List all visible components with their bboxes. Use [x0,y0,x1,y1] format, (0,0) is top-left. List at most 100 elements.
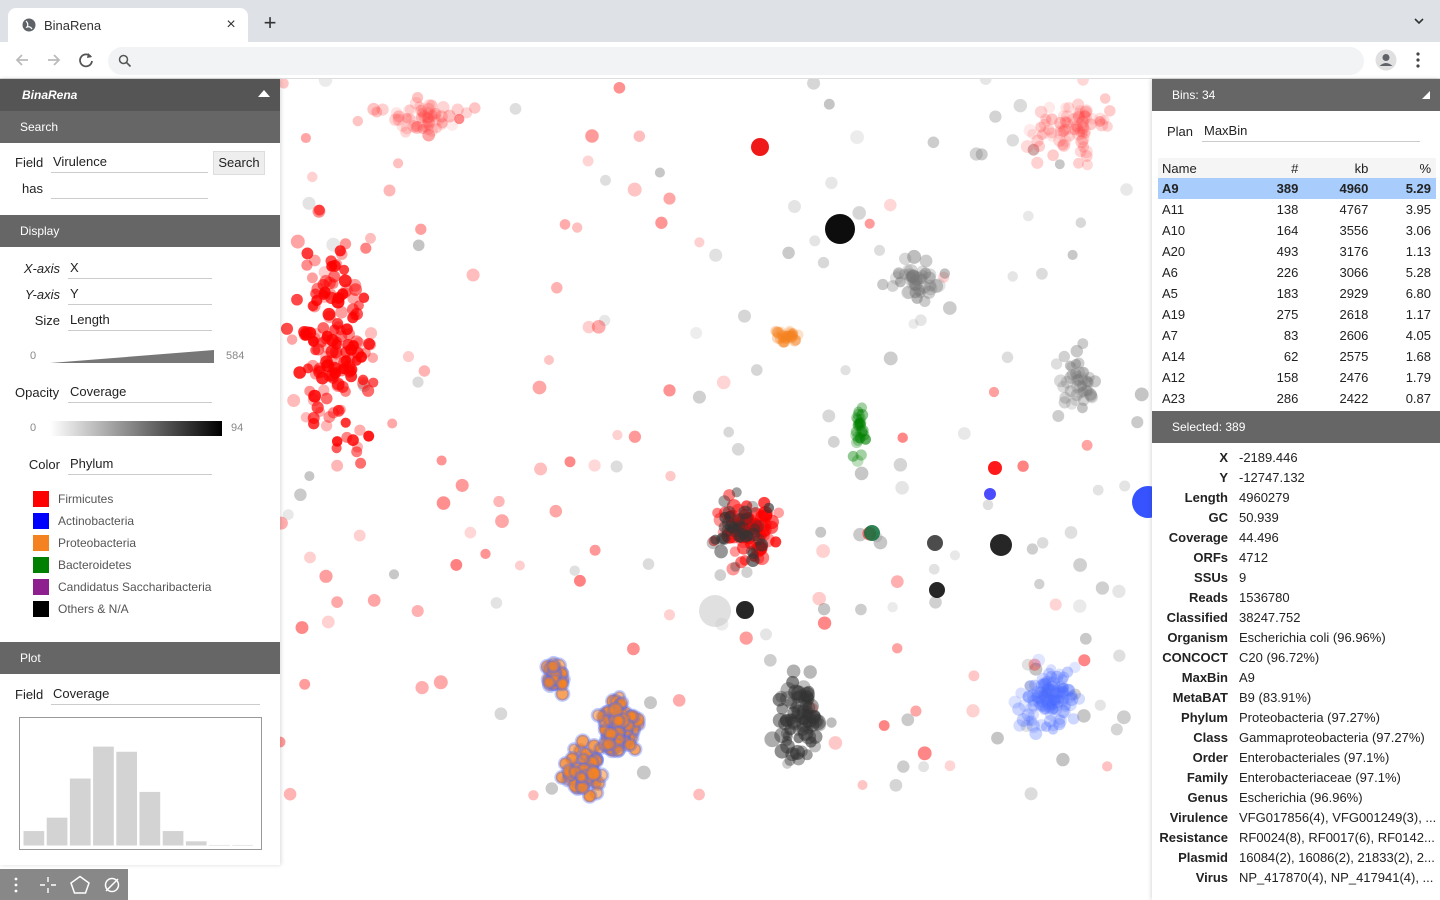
contig-point[interactable] [361,384,375,397]
contig-point[interactable] [1056,686,1070,700]
contig-point[interactable] [692,390,706,404]
contig-point[interactable] [908,278,921,291]
contig-point[interactable] [1071,374,1084,387]
contig-point[interactable] [772,327,785,339]
contig-point[interactable] [1095,581,1110,595]
contig-point[interactable] [307,300,319,312]
contig-point[interactable] [790,334,802,346]
contig-point[interactable] [910,274,923,287]
contig-point[interactable] [327,373,339,384]
contig-point[interactable] [1079,145,1093,159]
contig-point[interactable] [1026,715,1037,727]
contig-point[interactable] [780,713,794,728]
contig-point[interactable] [417,107,428,118]
contig-point[interactable] [412,239,425,252]
contig-point[interactable] [1081,375,1093,387]
search-button[interactable]: Search [213,151,265,175]
contig-point[interactable] [1071,121,1082,133]
contig-point[interactable] [1053,714,1067,728]
contig-point[interactable] [892,267,905,280]
contig-point[interactable] [966,704,980,718]
address-bar[interactable] [108,47,1364,75]
contig-point[interactable] [342,338,355,351]
contig-point[interactable] [852,408,865,421]
contig-point[interactable] [779,330,792,343]
contig-point[interactable] [415,680,429,695]
contig-point[interactable] [1056,752,1070,767]
contig-point[interactable] [1062,683,1076,698]
resize-corner-icon[interactable] [1422,91,1430,99]
contig-point[interactable] [417,102,429,114]
contig-point[interactable] [1061,666,1074,678]
contig-point[interactable] [730,561,741,572]
contig-point[interactable] [1047,724,1059,735]
contig-point[interactable] [1064,692,1079,707]
contig-point[interactable] [338,356,350,368]
collapse-triangle-icon[interactable] [258,90,270,97]
contig-point[interactable] [409,115,421,128]
contig-point[interactable] [1072,374,1085,386]
contig-point[interactable] [929,582,945,598]
column-header[interactable]: Name [1158,158,1249,178]
contig-point[interactable] [1066,361,1077,373]
contig-point[interactable] [755,538,769,552]
contig-point[interactable] [1132,486,1152,518]
contig-point[interactable] [1084,371,1095,383]
contig-point[interactable] [1012,702,1026,716]
contig-point[interactable] [864,525,880,541]
contig-point[interactable] [301,259,313,271]
contig-point[interactable] [436,118,448,130]
contig-point[interactable] [623,737,638,752]
contig-point[interactable] [923,268,937,282]
contig-point[interactable] [1022,691,1035,703]
contig-point[interactable] [1038,677,1050,689]
contig-point[interactable] [1042,699,1056,713]
contig-point[interactable] [1042,696,1056,710]
contig-point[interactable] [782,330,794,342]
contig-point[interactable] [1042,687,1053,698]
contig-point[interactable] [339,238,352,250]
contig-point[interactable] [402,113,413,124]
contig-point[interactable] [853,418,866,431]
contig-point[interactable] [854,432,866,444]
table-row[interactable]: A10 164 3556 3.06 [1158,220,1436,241]
contig-point[interactable] [290,234,305,249]
contig-point[interactable] [760,628,772,641]
contig-point[interactable] [1095,118,1109,132]
contig-point[interactable] [780,332,792,344]
contig-point[interactable] [1120,183,1133,196]
contig-point[interactable] [1076,371,1088,384]
contig-point[interactable] [796,722,810,736]
contig-point[interactable] [740,512,753,526]
contig-point[interactable] [335,306,348,319]
contig-point[interactable] [1048,693,1061,706]
contig-point[interactable] [909,278,922,291]
contig-point[interactable] [1060,375,1074,389]
contig-point[interactable] [383,184,396,197]
contig-point[interactable] [490,597,503,609]
contig-point[interactable] [320,392,333,405]
contig-point[interactable] [1001,351,1014,364]
contig-point[interactable] [782,731,793,742]
contig-point[interactable] [612,733,627,747]
contig-point[interactable] [889,778,903,792]
contig-point[interactable] [1102,121,1113,132]
table-row[interactable]: A5 183 2929 6.80 [1158,283,1436,304]
contig-point[interactable] [1073,599,1087,613]
contig-point[interactable] [817,602,831,616]
contig-point[interactable] [782,246,795,260]
contig-point[interactable] [308,254,321,267]
contig-point[interactable] [1044,707,1058,721]
contig-point[interactable] [919,267,932,279]
contig-point[interactable] [1041,684,1055,698]
contig-point[interactable] [1063,101,1075,113]
contig-point[interactable] [422,110,436,124]
contig-point[interactable] [1035,719,1048,732]
contig-point[interactable] [1053,700,1064,712]
contig-point[interactable] [774,727,790,744]
new-tab-button[interactable]: + [263,10,277,35]
contig-point[interactable] [528,790,539,801]
contig-point[interactable] [422,112,434,124]
contig-point[interactable] [907,249,922,264]
contig-point[interactable] [420,120,432,133]
